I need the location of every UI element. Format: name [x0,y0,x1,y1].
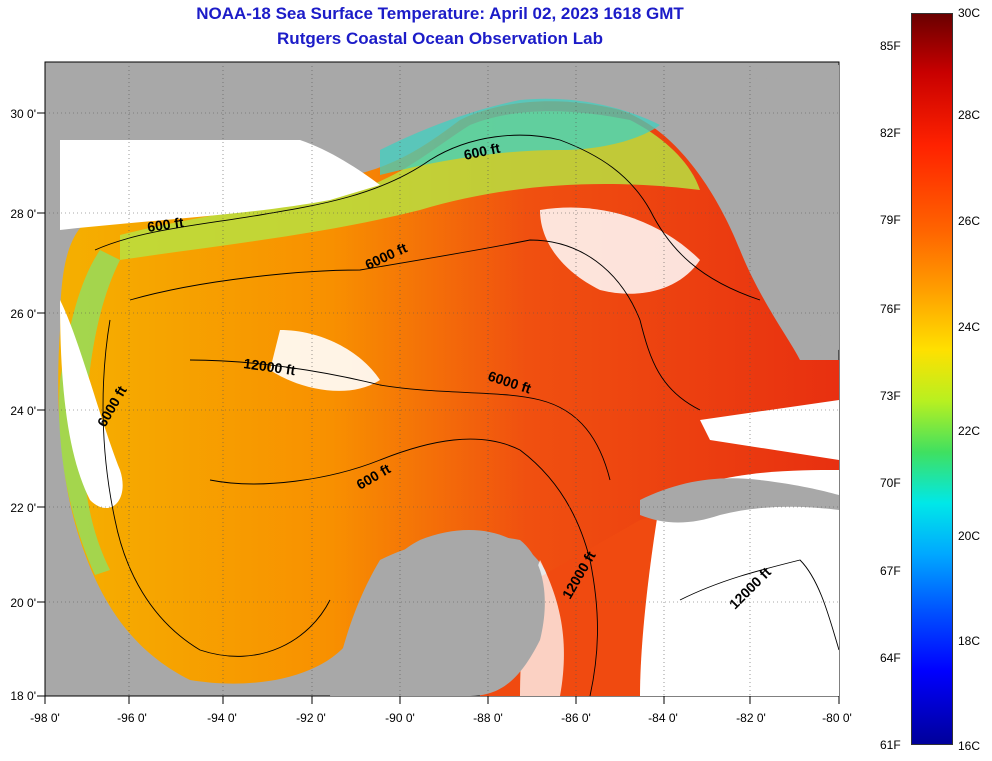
colorbar-f-label: 67F [880,564,901,578]
colorbar-c-label: 24C [958,320,981,334]
cloud-center [270,330,380,391]
lat-label: 20 0' [10,596,36,610]
axis-ticks [37,112,840,704]
colorbar-f-label: 73F [880,389,901,403]
lon-label: -86 0' [561,711,591,725]
lon-label: -88 0' [473,711,503,725]
colorbar-f-label: 79F [880,213,901,227]
lon-label: -90 0' [385,711,415,725]
contour-label-600-west: 600 ft [146,214,185,235]
map-title: NOAA-18 Sea Surface Temperature: April 0… [196,4,684,23]
west-coast-cool [59,250,120,575]
graticule [45,62,839,696]
land-florida [762,65,839,350]
cloud-west [60,300,123,509]
colorbar-c-label: 22C [958,424,981,438]
map-body: 600 ft 600 ft 6000 ft 12000 ft 6000 ft 6… [45,62,839,696]
lon-label: -84 0' [648,711,678,725]
colorbar-c-label: 30C [958,6,981,20]
temperature-colorbar [911,13,953,745]
lat-label: 26 0' [10,307,36,321]
lat-label: 30 0' [10,107,36,121]
land-yucatan [330,536,545,696]
lon-label: -94 0' [207,711,237,725]
colorbar-c-label: 26C [958,214,981,228]
cloud-east [700,400,839,460]
contour-label-600-north: 600 ft [462,140,501,163]
lon-label: -82 0' [736,711,766,725]
lon-label: -92 0' [296,711,326,725]
lon-label: -80 0' [822,711,852,725]
lat-label: 18 0' [10,689,36,703]
colorbar-f-label: 70F [880,476,901,490]
lat-label: 22 0' [10,501,36,515]
lon-label: -96 0' [117,711,147,725]
colorbar-f-label: 82F [880,126,901,140]
cloud-north [60,140,380,230]
shelf-cold-band [380,98,660,175]
map-subtitle: Rutgers Coastal Ocean Observation Lab [277,29,603,48]
colorbar-f-label: 61F [880,738,901,752]
bathymetry-contours [94,134,839,696]
colorbar-c-label: 16C [958,739,981,753]
lat-label: 28 0' [10,207,36,221]
longitude-labels: -98 0' -96 0' -94 0' -92 0' -90 0' -88 0… [30,711,852,725]
colorbar-c-label: 28C [958,108,981,122]
latitude-labels: 30 0' 28 0' 26 0' 24 0' 22 0' 20 0' 18 0… [10,107,36,703]
land-cuba [640,478,839,523]
colorbar-f-label: 85F [880,39,901,53]
lon-label: -98 0' [30,711,60,725]
cloud-florida-shelf [540,207,700,294]
colorbar-f-label: 76F [880,302,901,316]
lat-label: 24 0' [10,404,36,418]
cloud-southeast [640,470,839,696]
colorbar-f-label: 64F [880,651,901,665]
colorbar-c-label: 18C [958,634,981,648]
colorbar-c-label: 20C [958,529,981,543]
contour-label-12000-center: 12000 ft [243,355,297,378]
